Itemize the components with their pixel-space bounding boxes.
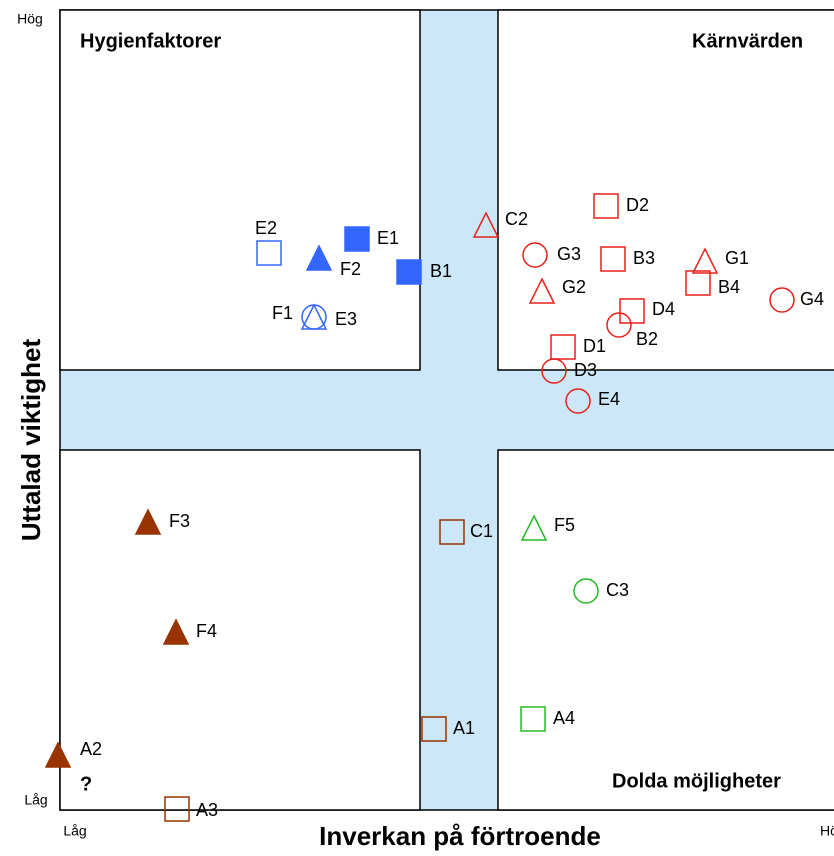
marker-label: G4 xyxy=(800,289,824,309)
circle-marker xyxy=(573,578,599,604)
square-marker xyxy=(550,334,576,360)
marker-label: B3 xyxy=(633,248,655,268)
quadrant xyxy=(59,9,421,371)
marker-label: A2 xyxy=(80,739,102,759)
square-marker xyxy=(421,716,447,742)
y-low: Låg xyxy=(24,792,47,808)
square-marker xyxy=(396,259,422,285)
circle-marker xyxy=(301,304,327,330)
marker-label: F4 xyxy=(196,621,217,641)
marker-label: C3 xyxy=(606,580,629,600)
y-high: Hög xyxy=(17,11,43,27)
circle-marker xyxy=(769,287,795,313)
circle-marker xyxy=(565,388,591,414)
y-title: Uttalad viktighet xyxy=(16,339,46,542)
circle-marker xyxy=(606,312,632,338)
marker-label: C1 xyxy=(470,521,493,541)
marker-label: B2 xyxy=(636,329,658,349)
marker-label: B4 xyxy=(718,277,740,297)
circle-marker xyxy=(541,358,567,384)
triangle-marker xyxy=(691,247,719,274)
triangle-marker xyxy=(520,514,548,541)
circle-marker xyxy=(522,242,548,268)
marker-label: E3 xyxy=(335,309,357,329)
quadrant xyxy=(497,9,834,371)
marker-label: G2 xyxy=(562,277,586,297)
marker-label: A4 xyxy=(553,708,575,728)
quadrant-title: Dolda möjligheter xyxy=(612,770,781,792)
quadrant-title: Kärnvärden xyxy=(692,30,803,52)
quadrant-title: Hygienfaktorer xyxy=(80,30,221,52)
square-marker xyxy=(600,246,626,272)
square-marker xyxy=(256,240,282,266)
triangle-marker xyxy=(528,277,556,304)
triangle-marker xyxy=(134,508,162,535)
marker-label: C2 xyxy=(505,209,528,229)
marker-label: F3 xyxy=(169,511,190,531)
square-marker xyxy=(619,298,645,324)
marker-label: E2 xyxy=(255,218,277,238)
marker-label: B1 xyxy=(430,261,452,281)
marker-label: G1 xyxy=(725,248,749,268)
square-marker xyxy=(164,796,190,822)
marker-label: G3 xyxy=(557,244,581,264)
marker-label: E1 xyxy=(377,228,399,248)
marker-label: D2 xyxy=(626,195,649,215)
square-marker xyxy=(439,519,465,545)
marker-label: D1 xyxy=(583,336,606,356)
square-marker xyxy=(520,706,546,732)
x-low: Låg xyxy=(63,823,86,839)
marker-label: D3 xyxy=(574,360,597,380)
square-marker xyxy=(685,270,711,296)
quadrant xyxy=(497,449,834,811)
square-marker xyxy=(344,226,370,252)
note: ? xyxy=(80,773,92,795)
quadrant xyxy=(59,449,421,811)
triangle-marker xyxy=(44,741,72,768)
marker-label: F5 xyxy=(554,515,575,535)
x-title: Inverkan på förtroende xyxy=(319,821,601,851)
triangle-marker xyxy=(305,244,333,271)
marker-label: E4 xyxy=(598,389,620,409)
square-marker xyxy=(593,193,619,219)
x-high: Hög xyxy=(820,823,834,839)
marker-label: D4 xyxy=(652,299,675,319)
marker-label: F1 xyxy=(272,303,293,323)
marker-label: A1 xyxy=(453,718,475,738)
triangle-marker xyxy=(162,618,190,645)
triangle-marker xyxy=(472,211,500,238)
marker-label: A3 xyxy=(196,800,218,820)
marker-label: F2 xyxy=(340,259,361,279)
